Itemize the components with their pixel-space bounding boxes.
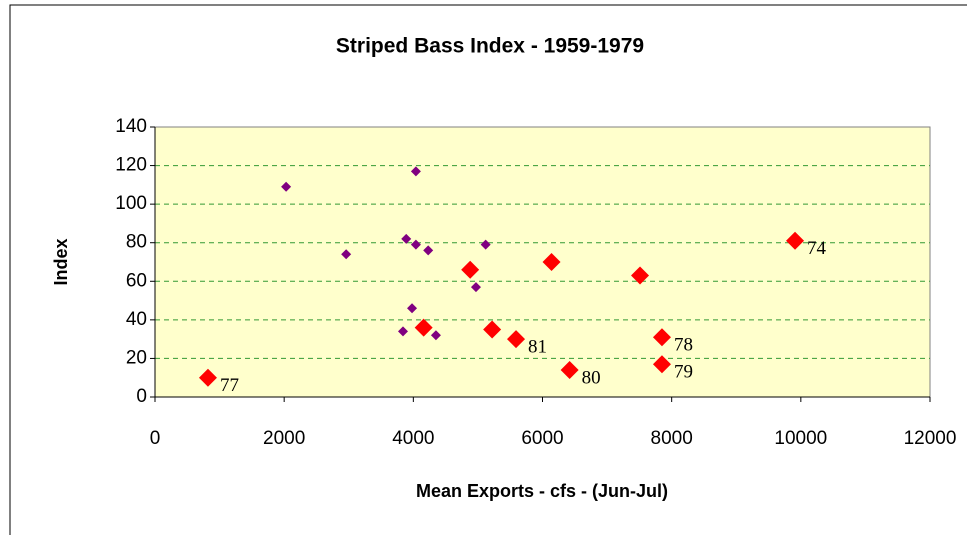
point	[401, 233, 412, 244]
point-label: 81	[528, 337, 547, 358]
point	[560, 361, 579, 379]
y-tick-label: 100	[115, 193, 147, 214]
point-label: 77	[220, 375, 239, 396]
point	[461, 260, 480, 279]
point	[631, 266, 650, 285]
x-tick-label: 4000	[392, 428, 434, 449]
point-label: 78	[674, 335, 693, 356]
point-label: 80	[582, 367, 601, 388]
point-label: 74	[807, 238, 827, 259]
x-tick-label: 8000	[651, 428, 693, 449]
point	[652, 328, 671, 347]
point	[410, 166, 421, 177]
x-tick-label: 6000	[521, 428, 563, 449]
x-tick-label: 0	[150, 428, 161, 449]
point	[542, 253, 561, 271]
point	[414, 318, 433, 337]
point	[430, 330, 441, 341]
y-tick-label: 60	[126, 270, 147, 291]
point	[410, 239, 421, 250]
point	[480, 239, 491, 250]
y-axis-title: Index	[51, 238, 71, 285]
point-label: 79	[674, 362, 693, 383]
y-tick-label: 120	[115, 155, 147, 176]
plot-area	[154, 126, 931, 398]
point	[423, 245, 434, 256]
point	[398, 326, 408, 337]
x-tick-label: 2000	[263, 428, 305, 449]
point	[483, 320, 502, 339]
point	[652, 355, 671, 374]
x-axis-title: Mean Exports - cfs - (Jun-Jul)	[416, 481, 668, 501]
y-tick-label: 40	[126, 309, 147, 330]
y-tick-label: 140	[115, 116, 147, 137]
y-tick-label: 80	[126, 232, 147, 253]
point	[470, 282, 481, 293]
point	[786, 231, 805, 250]
point	[198, 368, 217, 387]
x-tick-label: 10000	[774, 428, 827, 449]
y-tick-label: 0	[136, 386, 147, 407]
point	[341, 249, 352, 260]
chart-title: Striped Bass Index - 1959-1979	[336, 35, 644, 58]
point	[507, 330, 526, 349]
x-tick-label: 12000	[904, 428, 957, 449]
y-tick-label: 20	[126, 347, 147, 368]
point	[407, 303, 418, 314]
point	[281, 181, 292, 192]
